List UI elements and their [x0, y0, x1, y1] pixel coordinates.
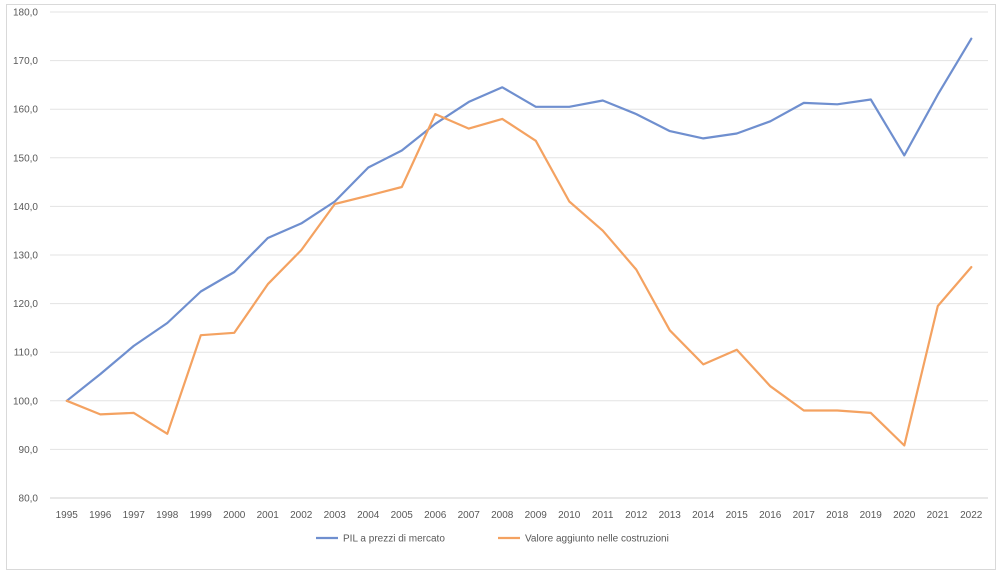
x-tick-label: 2020: [893, 510, 916, 521]
x-tick-label: 2005: [391, 510, 414, 521]
x-tick-label: 1996: [89, 510, 112, 521]
y-tick-label: 140,0: [13, 202, 38, 213]
x-tick-label: 2000: [223, 510, 246, 521]
y-tick-label: 170,0: [13, 56, 38, 67]
y-tick-label: 100,0: [13, 396, 38, 407]
x-tick-label: 2008: [491, 510, 514, 521]
legend-label: PIL a prezzi di mercato: [343, 534, 445, 545]
x-tick-label: 2015: [726, 510, 749, 521]
y-tick-label: 110,0: [14, 348, 39, 359]
legend-label: Valore aggiunto nelle costruzioni: [525, 534, 669, 545]
y-tick-label: 120,0: [13, 299, 38, 310]
y-axis-tick-labels: 80,0 90,0 100,0 110,0 120,0 130,0 140,0 150,0 16…: [13, 8, 38, 505]
series-line-1: [65, 37, 973, 402]
x-tick-label: 2019: [860, 510, 883, 521]
x-tick-label: 2013: [659, 510, 682, 521]
x-tick-label: 2001: [257, 510, 280, 521]
y-tick-label: 130,0: [13, 251, 38, 262]
series-line-2: [65, 112, 973, 447]
x-tick-label: 2016: [759, 510, 782, 521]
x-tick-label: 1998: [156, 510, 179, 521]
x-tick-label: 2003: [324, 510, 347, 521]
y-tick-label: 150,0: [13, 153, 38, 164]
y-tick-label: 160,0: [13, 105, 38, 116]
x-tick-label: 2002: [290, 510, 313, 521]
x-tick-label: 2018: [826, 510, 849, 521]
x-tick-label: 2007: [458, 510, 481, 521]
x-tick-label: 2009: [525, 510, 548, 521]
x-tick-label: 2011: [592, 510, 614, 521]
x-tick-label: 1995: [56, 510, 79, 521]
x-tick-label: 2021: [927, 510, 950, 521]
y-tick-label: 90,0: [19, 445, 39, 456]
gridlines: [50, 11, 988, 499]
x-tick-label: 2010: [558, 510, 581, 521]
y-tick-label: 80,0: [19, 494, 39, 505]
y-tick-label: 180,0: [13, 8, 38, 19]
x-tick-label: 2014: [692, 510, 715, 521]
x-tick-label: 2004: [357, 510, 380, 521]
x-tick-label: 1999: [190, 510, 213, 521]
chart-frame: [6, 4, 996, 570]
x-tick-label: 2022: [960, 510, 983, 521]
x-axis-tick-labels: 1995 1996 1997 1998 1999 2000 2001 2002 2003 2004…: [56, 510, 983, 521]
x-tick-label: 2012: [625, 510, 648, 521]
x-tick-label: 2006: [424, 510, 447, 521]
x-tick-label: 2017: [793, 510, 816, 521]
legend: PIL a prezzi di mercato Valore aggiunto n…: [316, 534, 669, 545]
x-tick-label: 1997: [123, 510, 146, 521]
series-lines: [65, 37, 973, 447]
